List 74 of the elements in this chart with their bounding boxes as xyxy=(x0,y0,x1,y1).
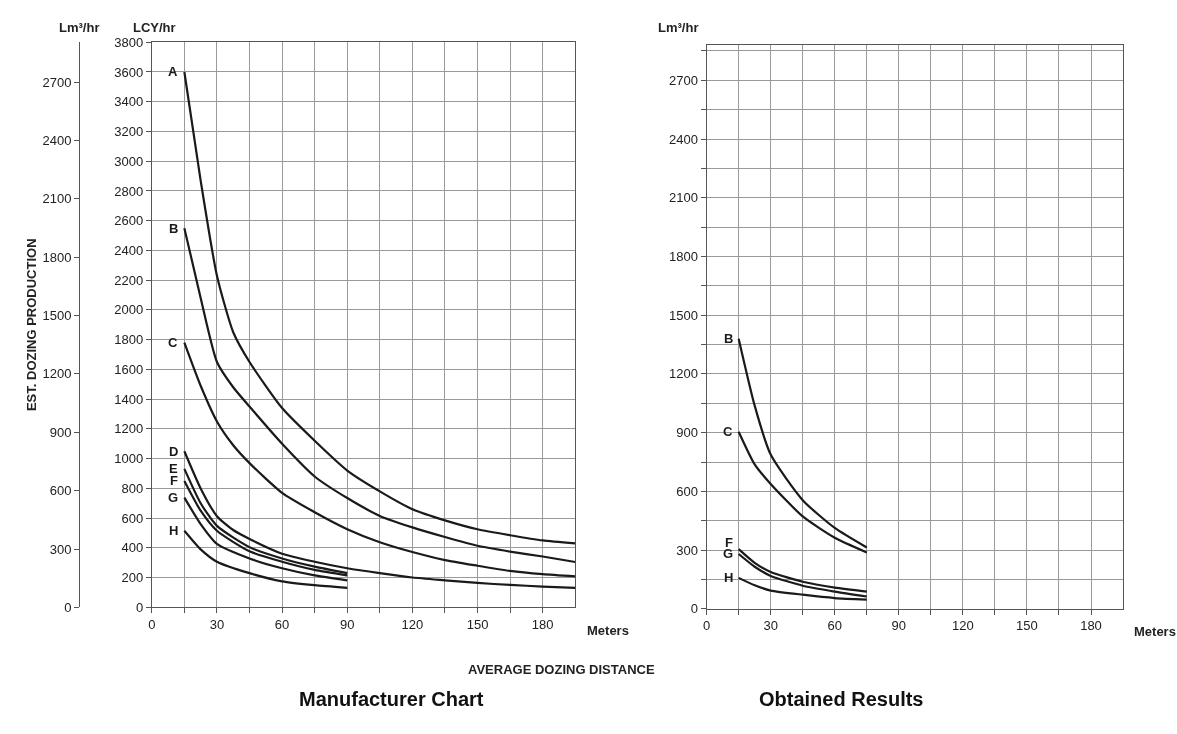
y-tick-label: 3000 xyxy=(114,153,144,169)
y-tick-label: 3400 xyxy=(114,94,144,110)
y-tick-label: 2800 xyxy=(114,183,144,199)
text: Obtained Results xyxy=(759,688,924,710)
y2-tick-label: 1200 xyxy=(42,366,72,382)
text: AVERAGE DOZING DISTANCE xyxy=(468,662,655,677)
y-tick-label: 0 xyxy=(135,599,144,615)
y2-tick-label: 1500 xyxy=(42,308,72,324)
y2-tick-label: 300 xyxy=(49,541,72,557)
y-tick-label: 1200 xyxy=(669,366,699,382)
y-tick-label: 3800 xyxy=(114,34,144,50)
y2-tick-label: 0 xyxy=(64,599,72,615)
y-tick-label: 2700 xyxy=(669,72,699,88)
y-tick-label: 1400 xyxy=(114,391,144,407)
y2-tick-label: 2700 xyxy=(42,74,72,90)
series-label: F xyxy=(170,473,178,488)
x-tick-label: 0 xyxy=(703,618,711,634)
y-axis-title: Lm³/hr xyxy=(658,20,699,35)
y-tick-label: 300 xyxy=(676,542,699,558)
x-tick-label: 60 xyxy=(827,618,842,634)
y-tick-label: 2600 xyxy=(114,213,144,229)
series-label: C xyxy=(168,335,178,350)
y-tick-label: 1500 xyxy=(669,307,699,323)
series-label: D xyxy=(169,444,179,459)
x-tick-label: 180 xyxy=(1080,618,1102,634)
x-tick-label: 0 xyxy=(148,616,156,632)
series-label: H xyxy=(169,523,179,538)
x-axis-title: Meters xyxy=(587,623,629,638)
x-tick-label: 30 xyxy=(763,618,778,634)
y-tick-label: 2400 xyxy=(114,242,144,258)
x-tick-label: 120 xyxy=(952,618,974,634)
y-tick-label: 1800 xyxy=(114,332,144,348)
x-axis-title: Meters xyxy=(1134,624,1176,639)
x-tick-label: 90 xyxy=(891,618,907,634)
series-label: A xyxy=(168,64,178,79)
x-tick-label: 90 xyxy=(340,616,355,632)
y-tick-label: 2000 xyxy=(114,302,144,318)
y-axis-title: LCY/hr xyxy=(133,20,176,35)
series-label: G xyxy=(168,490,179,505)
y-tick-label: 2400 xyxy=(669,131,699,147)
x-tick-label: 30 xyxy=(209,616,225,632)
series-label: B xyxy=(724,331,734,346)
y2-axis-title: Lm³/hr xyxy=(59,20,100,35)
y-tick-label: 600 xyxy=(121,510,144,526)
y-tick-label: 1000 xyxy=(114,451,144,467)
x-tick-label: 150 xyxy=(1016,618,1038,634)
y-tick-label: 1600 xyxy=(114,361,144,377)
y-tick-label: 1800 xyxy=(669,249,699,265)
y2-tick-label: 1800 xyxy=(42,249,72,265)
y-tick-label: 2100 xyxy=(669,190,699,206)
y-tick-label: 900 xyxy=(676,425,699,441)
y2-tick-label: 900 xyxy=(49,424,72,440)
y-tick-label: 1200 xyxy=(114,421,144,437)
y-tick-label: 600 xyxy=(676,483,699,499)
text: EST. DOZING PRODUCTION xyxy=(24,238,40,412)
series-label: H xyxy=(724,570,734,585)
y2-tick-label: 2100 xyxy=(42,191,72,207)
x-tick-label: 120 xyxy=(401,616,424,632)
series-label: B xyxy=(169,221,179,236)
y-tick-label: 200 xyxy=(121,570,144,586)
series-label: C xyxy=(723,424,733,439)
x-tick-label: 150 xyxy=(466,616,489,632)
y-tick-label: 3600 xyxy=(114,64,144,80)
x-tick-label: 180 xyxy=(531,616,554,632)
text: Manufacturer Chart xyxy=(299,688,484,710)
series-label: E xyxy=(169,461,178,476)
y2-tick-label: 2400 xyxy=(42,133,72,149)
y2-tick-label: 600 xyxy=(49,483,72,499)
y-tick-label: 800 xyxy=(121,480,144,496)
y-tick-label: 3200 xyxy=(114,124,144,140)
y-tick-label: 0 xyxy=(690,601,699,617)
x-tick-label: 60 xyxy=(274,616,290,632)
y-tick-label: 2200 xyxy=(114,272,144,288)
y-tick-label: 400 xyxy=(121,540,144,556)
